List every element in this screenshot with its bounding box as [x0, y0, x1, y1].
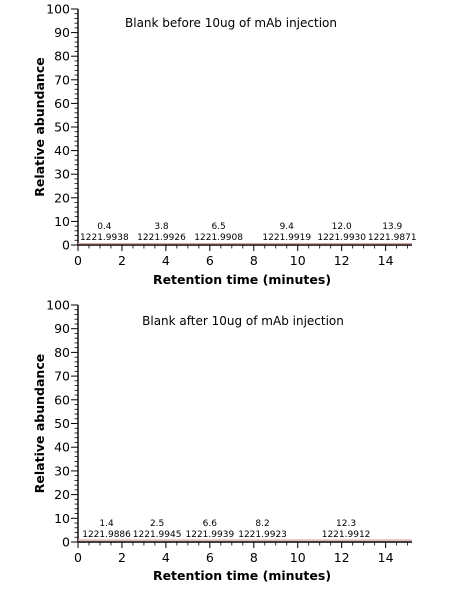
x-tick-label: 4: [162, 550, 170, 565]
y-tick-label: 0: [62, 535, 70, 550]
x-tick-label: 10: [290, 253, 306, 268]
peak-mz-label: 1221.9919: [262, 233, 311, 243]
peak-rt-label: 0.4: [97, 222, 112, 232]
y-axis-title: Relative abundance: [32, 57, 47, 196]
x-tick-label: 8: [250, 253, 258, 268]
x-tick-label: 14: [378, 550, 394, 565]
x-axis-title: Retention time (minutes): [153, 272, 331, 287]
chart-title: Blank before 10ug of mAb injection: [125, 16, 337, 30]
x-tick-label: 4: [162, 253, 170, 268]
peak-mz-label: 1221.9908: [194, 233, 243, 243]
x-tick-label: 2: [118, 550, 126, 565]
y-tick-label: 0: [62, 238, 70, 253]
peak-rt-label: 12.0: [332, 222, 352, 232]
peak-mz-label: 1221.9930: [317, 233, 366, 243]
peak-rt-label: 9.4: [280, 222, 295, 232]
peak-mz-label: 1221.9945: [133, 530, 182, 540]
peak-mz-label: 1221.9938: [80, 233, 129, 243]
x-tick-label: 0: [74, 253, 82, 268]
peak-rt-label: 12.3: [336, 519, 356, 529]
x-tick-label: 10: [290, 550, 306, 565]
x-tick-label: 8: [250, 550, 258, 565]
y-tick-label: 90: [54, 321, 70, 336]
y-tick-label: 100: [46, 298, 70, 313]
y-tick-label: 20: [54, 487, 70, 502]
peak-mz-label: 1221.9912: [322, 530, 371, 540]
y-tick-label: 10: [54, 214, 70, 229]
y-tick-label: 70: [54, 369, 70, 384]
y-tick-label: 100: [46, 2, 70, 17]
x-tick-label: 14: [378, 253, 394, 268]
y-tick-label: 40: [54, 143, 70, 158]
y-tick-label: 30: [54, 167, 70, 182]
peak-rt-label: 6.6: [203, 519, 218, 529]
y-tick-label: 50: [54, 120, 70, 135]
x-tick-label: 12: [334, 253, 350, 268]
y-tick-label: 80: [54, 345, 70, 360]
peak-rt-label: 6.5: [211, 222, 225, 232]
peak-mz-label: 1221.9926: [137, 233, 186, 243]
peak-rt-label: 2.5: [150, 519, 164, 529]
peak-rt-label: 1.4: [99, 519, 114, 529]
y-tick-label: 40: [54, 440, 70, 455]
y-tick-label: 70: [54, 72, 70, 87]
y-tick-label: 10: [54, 511, 70, 526]
peak-mz-label: 1221.9886: [82, 530, 131, 540]
y-tick-label: 80: [54, 49, 70, 64]
peak-rt-label: 13.9: [382, 222, 402, 232]
chart-title: Blank after 10ug of mAb injection: [142, 314, 344, 328]
y-tick-label: 60: [54, 96, 70, 111]
x-axis-title: Retention time (minutes): [153, 568, 331, 583]
x-tick-label: 12: [334, 550, 350, 565]
y-axis-title: Relative abundance: [32, 354, 47, 493]
x-tick-label: 6: [206, 550, 214, 565]
y-tick-label: 60: [54, 392, 70, 407]
y-tick-label: 90: [54, 25, 70, 40]
y-tick-label: 20: [54, 190, 70, 205]
peak-rt-label: 3.8: [154, 222, 169, 232]
peak-mz-label: 1221.9939: [186, 530, 235, 540]
peak-mz-label: 1221.9871: [368, 233, 417, 243]
x-tick-label: 6: [206, 253, 214, 268]
x-tick-label: 0: [74, 550, 82, 565]
peak-rt-label: 8.2: [255, 519, 269, 529]
x-tick-label: 2: [118, 253, 126, 268]
peak-mz-label: 1221.9923: [238, 530, 287, 540]
y-tick-label: 30: [54, 463, 70, 478]
y-tick-label: 50: [54, 416, 70, 431]
